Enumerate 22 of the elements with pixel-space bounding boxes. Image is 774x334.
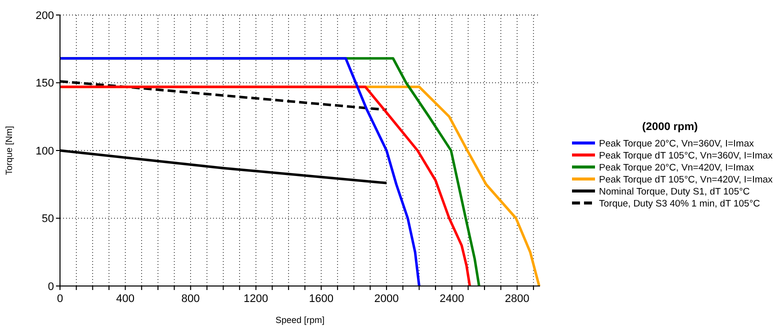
x-tick-label: 2800 — [504, 293, 530, 305]
x-axis-title: Speed [rpm] — [275, 315, 325, 325]
x-tick-label: 400 — [116, 293, 134, 305]
x-tick-label: 1600 — [308, 293, 334, 305]
y-tick-label: 0 — [48, 280, 54, 293]
legend-label: Nominal Torque, Duty S1, dT 105°C — [599, 186, 750, 198]
legend-label: Peak Torque dT 105°C, Vn=360V, I=Imax — [599, 150, 773, 162]
legend-label: Peak Torque 20°C, Vn=360V, I=Imax — [599, 138, 754, 150]
legend-label: Peak Torque dT 105°C, Vn=420V, I=Imax — [599, 174, 773, 186]
legend-label: Torque, Duty S3 40% 1 min, dT 105°C — [599, 198, 760, 210]
x-tick-label: 1200 — [244, 293, 268, 305]
y-tick-label: 100 — [36, 145, 54, 158]
y-tick-label: 200 — [36, 10, 54, 22]
y-tick-label: 150 — [36, 78, 54, 90]
legend-title: (2000 rpm) — [642, 121, 698, 133]
x-tick-label: 0 — [56, 293, 64, 305]
x-tick-label: 2000 — [374, 293, 399, 305]
y-tick-label: 50 — [42, 213, 54, 226]
legend-label: Peak Torque 20°C, Vn=420V, I=Imax — [599, 162, 754, 174]
x-tick-label: 2400 — [440, 293, 464, 305]
x-tick-label: 800 — [181, 293, 200, 305]
y-axis-title: Torque [Nm] — [4, 126, 14, 176]
